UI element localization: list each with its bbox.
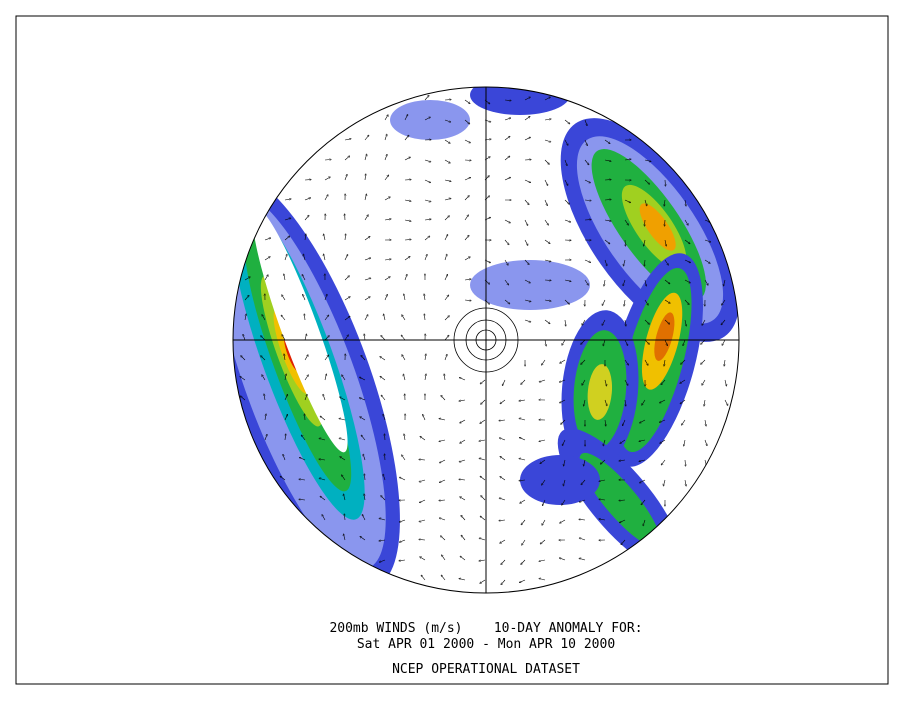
caption-line: NCEP OPERATIONAL DATASET: [392, 662, 580, 677]
caption-line: 200mb WINDS (m/s) 10-DAY ANOMALY FOR:: [329, 621, 642, 636]
caption-line: Sat APR 01 2000 - Mon APR 10 2000: [357, 637, 615, 652]
